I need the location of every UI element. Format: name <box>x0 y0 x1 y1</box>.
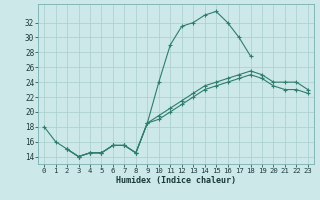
X-axis label: Humidex (Indice chaleur): Humidex (Indice chaleur) <box>116 176 236 185</box>
